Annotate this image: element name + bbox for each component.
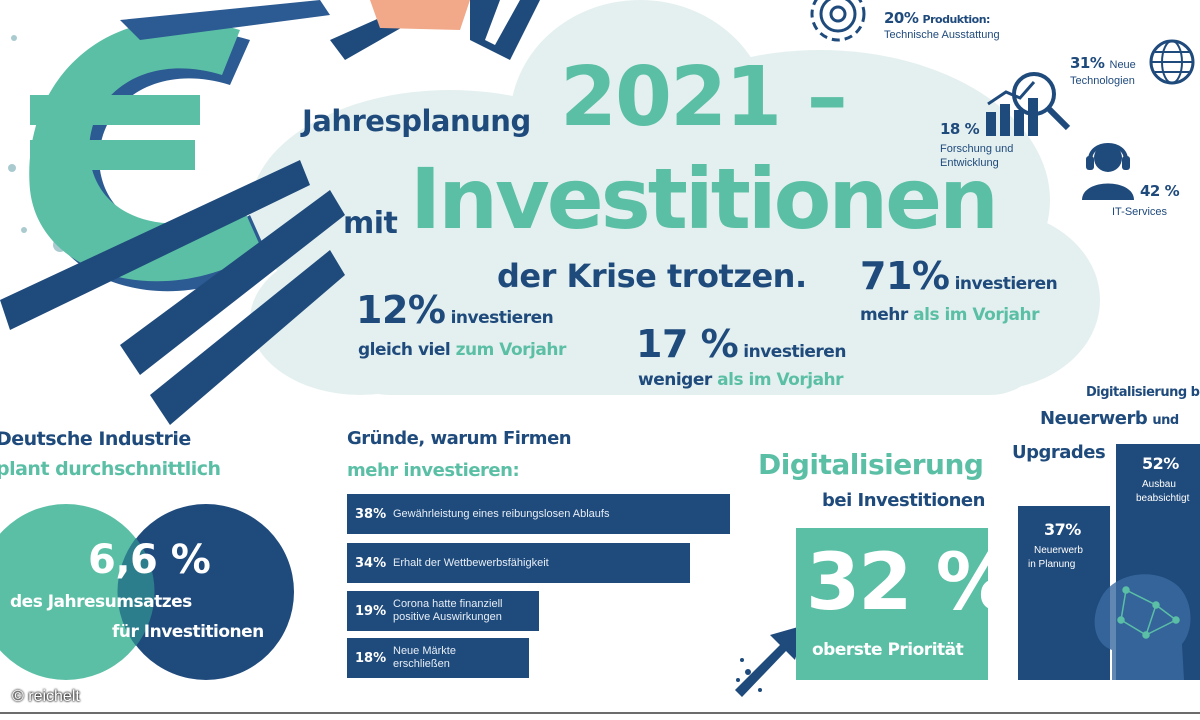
title-main: Investitionen (410, 150, 999, 248)
title-sub: der Krise trotzen. (497, 257, 807, 295)
stat-71-line2: mehr als im Vorjahr (860, 305, 1040, 325)
digital-caption: oberste Priorität (812, 640, 964, 660)
area-technologien: 31% Neue (1070, 54, 1136, 72)
industry-heading1: Deutsche Industrie (0, 428, 191, 450)
digital-box (796, 528, 988, 680)
copyright: © reichelt (12, 688, 80, 705)
industry-line2: für Investitionen (112, 622, 264, 642)
stat-17-word: investieren (743, 342, 846, 362)
stat-17-pct: 17 % (636, 322, 739, 366)
reason-bar-2: 34% Erhalt der Wettbewerbsfähigkeit (347, 543, 690, 583)
industry-value: 6,6 % (88, 537, 211, 583)
upgrade-ausbau-label: Ausbau (1142, 479, 1176, 490)
industry-circles (0, 504, 294, 680)
upgrade-ausbau-label2: beabsichtigt (1136, 493, 1190, 504)
industry-heading2: plant durchschnittlich (0, 458, 221, 480)
area-forschung-label: Forschung und (940, 143, 1014, 155)
title-line1: Jahresplanung (302, 104, 531, 138)
upgrade-neuerwerb-label: Neuerwerb (1034, 545, 1083, 556)
title-year: 2021 – (560, 50, 848, 145)
digital-heading2: bei Investitionen (822, 490, 985, 511)
area-it-pct: 42 % (1140, 182, 1180, 200)
reason-bar-1: 38% Gewährleistung eines reibungslosen A… (347, 494, 730, 534)
bottom-border (0, 712, 1200, 720)
digital-heading1: Digitalisierung (758, 448, 984, 481)
digital-value: 32 % (806, 538, 1014, 628)
area-forschung-label2: Entwicklung (940, 157, 999, 169)
cloud-shape (250, 0, 1100, 395)
euro-icon (29, 0, 330, 292)
stat-71-pct: 71% (860, 254, 950, 298)
ai-head-icon (1094, 574, 1191, 680)
stat-71: 71% investieren (860, 254, 1058, 298)
stat-12-line2: gleich viel zum Vorjahr (358, 340, 566, 360)
reasons-heading2: mehr investieren: (347, 460, 520, 481)
hand-illustration (370, 0, 540, 60)
area-produktion-label: Technische Ausstattung (884, 29, 1000, 41)
stat-12-word: investieren (450, 308, 554, 328)
industry-line1: des Jahresumsatzes (10, 592, 192, 612)
area-it-label: IT-Services (1112, 206, 1168, 218)
reason-bar-4: 18% Neue Märkte erschließen (347, 638, 529, 678)
area-forschung-pct: 18 % (940, 120, 980, 138)
upgrade-neuerwerb-pct: 37% (1044, 520, 1081, 539)
globe-icon (1149, 39, 1195, 85)
upgrades-heading2: Neuerwerb und (1040, 408, 1179, 429)
upgrades-heading3: Upgrades (1012, 442, 1106, 463)
arrow-icon (735, 625, 805, 697)
stat-71-word: investieren (954, 274, 1058, 294)
area-technologien-label: Technologien (1070, 75, 1135, 87)
reasons-heading1: Gründe, warum Firmen (347, 428, 572, 449)
reason-bar-3: 19% Corona hatte finanziell positive Ausw… (347, 591, 539, 631)
upgrades-heading1: Digitalisierung bei (1086, 385, 1200, 400)
stat-17: 17 % investieren (636, 322, 846, 366)
research-chart-icon (986, 72, 1071, 136)
title-mit: mit (343, 206, 398, 241)
headset-icon (1082, 143, 1134, 200)
upgrade-ausbau-pct: 52% (1142, 454, 1179, 473)
stat-12: 12% investieren (356, 288, 554, 332)
gear-icon (810, 0, 866, 42)
stat-12-pct: 12% (356, 288, 446, 332)
area-produktion: 20% Produktion: (884, 9, 990, 27)
stat-17-line2: weniger als im Vorjahr (638, 370, 844, 390)
upgrade-neuerwerb-label2: in Planung (1028, 559, 1076, 570)
upgrade-neuerwerb-box (1018, 506, 1110, 680)
